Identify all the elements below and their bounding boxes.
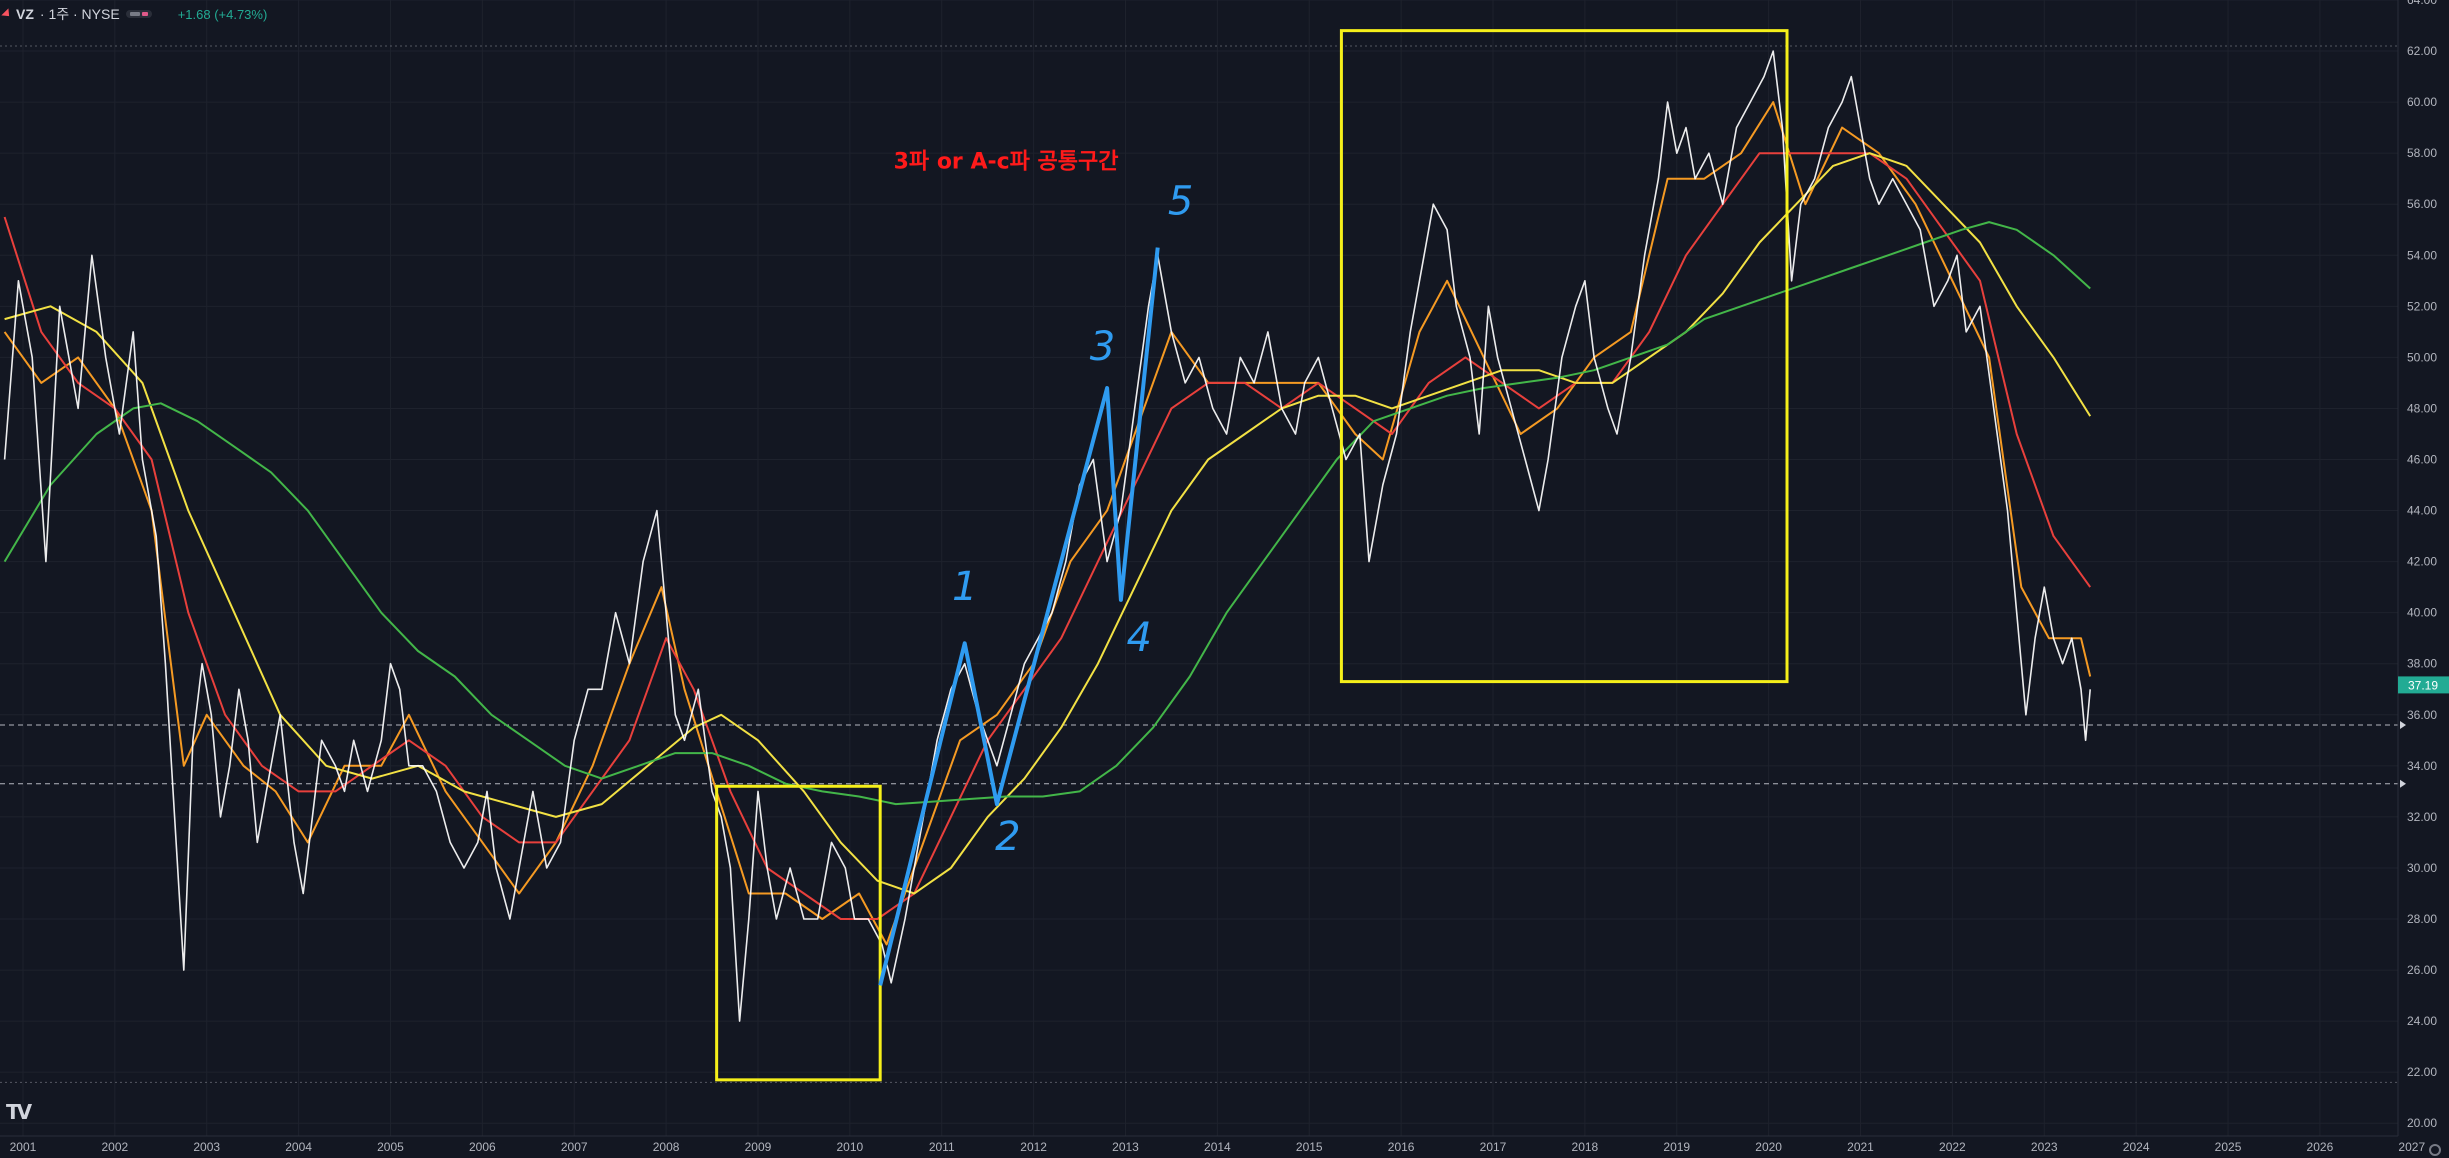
y-tick-label: 52.00: [2407, 299, 2437, 313]
time-axis-background: [0, 1136, 2449, 1158]
y-tick-label: 32.00: [2407, 810, 2437, 824]
yellow-box-0[interactable]: [715, 784, 882, 1082]
x-tick-label: 2027: [2398, 1140, 2425, 1154]
horizontal-levels: [0, 45, 2398, 1083]
elliott-wave-drawing[interactable]: 1 2 3 4 5 3파 or A-c파 공통구간: [878, 149, 1193, 986]
time-axis[interactable]: 2001 2002 2003 2004 2005 2006 2007 2008 2009 2010…: [0, 1135, 2449, 1158]
y-tick-label: 40.00: [2407, 606, 2437, 620]
x-tick-label: 2023: [2031, 1140, 2058, 1154]
down-arrow-icon: [1, 8, 13, 20]
x-tick-label: 2024: [2123, 1140, 2150, 1154]
ma-line-ma_red: [3, 152, 2092, 920]
y-tick-label: 60.00: [2407, 95, 2437, 109]
y-tick-label: 58.00: [2407, 146, 2437, 160]
last-price-tag: [2398, 676, 2449, 694]
price-axis-background: [2398, 0, 2449, 1158]
price-change: +1.68 (+4.73%): [177, 6, 268, 22]
y-tick-label: 44.00: [2407, 504, 2437, 518]
ma-line-ma_yellow: [4, 152, 2092, 895]
wave-label-4: 4: [1127, 615, 1152, 661]
x-tick-label: 2020: [1755, 1140, 1782, 1154]
y-tick-label: 28.00: [2407, 912, 2437, 926]
x-tick-label: 2005: [377, 1140, 404, 1154]
x-tick-label: 2022: [1939, 1140, 1966, 1154]
y-tick-label: 56.00: [2407, 197, 2437, 211]
level-arrow-icon: [2400, 720, 2406, 729]
x-tick-label: 2011: [929, 1140, 955, 1154]
x-tick-label: 2026: [2307, 1140, 2334, 1154]
wave-label-2: 2: [995, 814, 1020, 860]
interval-exchange: · 1주 · NYSE: [39, 6, 120, 22]
last-price-label: 37.19: [2408, 678, 2438, 692]
y-tick-label: 30.00: [2407, 861, 2437, 875]
x-tick-label: 2002: [101, 1140, 128, 1154]
x-tick-label: 2021: [1847, 1140, 1874, 1154]
wave-path[interactable]: [878, 247, 1160, 986]
x-tick-label: 2012: [1020, 1140, 1047, 1154]
x-tick-label: 2016: [1388, 1140, 1415, 1154]
x-tick-label: 2010: [837, 1140, 864, 1154]
x-tick-label: 2015: [1296, 1140, 1323, 1154]
x-tick-label: 2007: [561, 1140, 588, 1154]
x-tick-label: 2001: [10, 1140, 37, 1154]
grid: [0, 0, 2413, 1136]
y-tick-label: 38.00: [2407, 657, 2437, 671]
yellow-box-1[interactable]: [1339, 29, 1789, 684]
x-tick-label: 2009: [745, 1140, 772, 1154]
y-tick-label: 64.00: [2407, 0, 2437, 7]
y-tick-label: 46.00: [2407, 453, 2437, 467]
y-tick-label: 62.00: [2407, 44, 2437, 58]
y-tick-label: 54.00: [2407, 248, 2437, 262]
wave-label-5: 5: [1168, 178, 1193, 224]
wave-annotation-text: 3파 or A-c파 공통구간: [894, 149, 1119, 174]
y-tick-label: 20.00: [2407, 1116, 2437, 1130]
price-line: [3, 50, 2091, 1022]
level-arrow-icon: [2400, 779, 2406, 788]
price-series: [3, 50, 2091, 1022]
symbol-header[interactable]: VZ · 1주 · NYSE +1.68 (+4.73%): [1, 3, 268, 25]
y-tick-label: 42.00: [2407, 555, 2437, 569]
ma-line-ma_green: [3, 221, 2091, 806]
x-tick-label: 2018: [1572, 1140, 1599, 1154]
x-tick-label: 2017: [1480, 1140, 1507, 1154]
x-tick-label: 2006: [469, 1140, 496, 1154]
wave-label-1: 1: [952, 564, 977, 610]
y-tick-label: 22.00: [2407, 1065, 2437, 1079]
settings-icon[interactable]: [2429, 1144, 2441, 1156]
x-tick-label: 2019: [1663, 1140, 1690, 1154]
symbol-name: VZ: [16, 6, 34, 22]
y-tick-label: 36.00: [2407, 708, 2437, 722]
equals-icon: [141, 12, 148, 16]
y-tick-label: 34.00: [2407, 759, 2437, 773]
moving-averages: [3, 101, 2092, 946]
x-tick-label: 2025: [2215, 1140, 2242, 1154]
tradingview-logo-icon[interactable]: TV: [6, 1100, 32, 1124]
x-tick-label: 2013: [1112, 1140, 1139, 1154]
annotation-boxes[interactable]: [715, 29, 1789, 1082]
wave-label-3: 3: [1090, 324, 1115, 370]
y-tick-label: 24.00: [2407, 1014, 2437, 1028]
indicator-toggle-button[interactable]: [125, 10, 152, 18]
minus-icon: [129, 12, 140, 16]
x-tick-label: 2008: [653, 1140, 680, 1154]
y-tick-label: 50.00: [2407, 350, 2437, 364]
x-tick-label: 2003: [193, 1140, 220, 1154]
price-axis[interactable]: 20.00 22.00 24.00 26.00 28.00 30.00 32.00 34.00…: [2397, 0, 2449, 1158]
x-tick-label: 2014: [1204, 1140, 1231, 1154]
y-tick-label: 26.00: [2407, 963, 2437, 977]
x-tick-label: 2004: [285, 1140, 312, 1154]
y-tick-label: 48.00: [2407, 401, 2437, 415]
